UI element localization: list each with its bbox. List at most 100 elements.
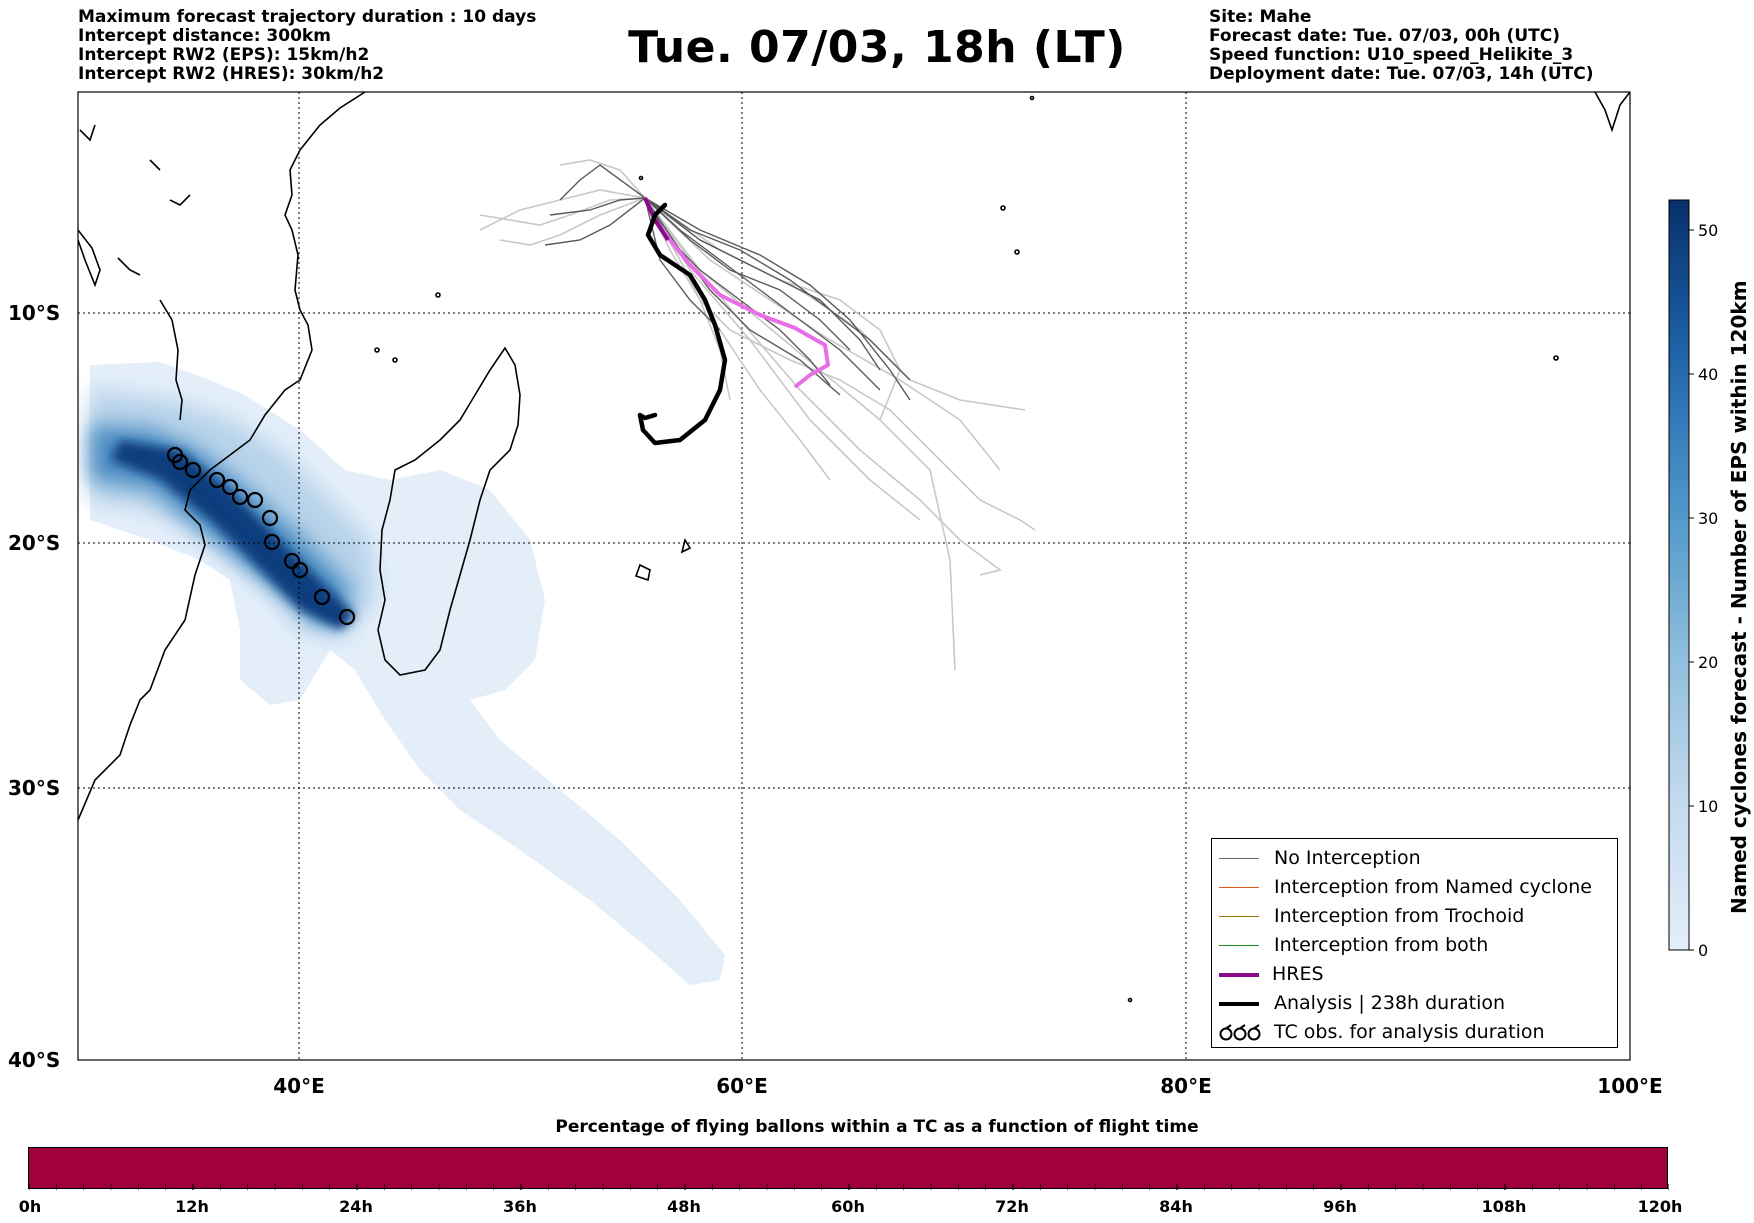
info-intercept-eps: Intercept RW2 (EPS): 15km/h2 (78, 45, 370, 65)
eps-trajectory (644, 197, 881, 391)
legend-swatch (1219, 945, 1259, 946)
map-legend: No Interception Interception from Named … (1211, 838, 1618, 1048)
tc-obs-marker (171, 453, 189, 471)
legend-swatch (1219, 858, 1259, 859)
eps-trajectory (644, 197, 911, 381)
colorbar-tick: 50 (1698, 221, 1718, 240)
island-seychelles (638, 175, 644, 181)
colorbar-tick: 0 (1698, 941, 1708, 960)
info-intercept-hres: Intercept RW2 (HRES): 30km/h2 (78, 64, 385, 84)
time-bar (28, 1147, 1669, 1190)
eps-trajectory (644, 197, 721, 331)
coast-fragment (78, 229, 101, 288)
info-speed-function: Speed function: U10_speed_Helikite_3 (1209, 45, 1574, 65)
coast-fragment (117, 257, 141, 276)
tc-obs-marker (208, 471, 226, 489)
time-tick-label: 12h (175, 1197, 209, 1216)
tc-obs-marker (263, 533, 281, 551)
eps-trajectories-dark (544, 164, 911, 401)
density-peak (110, 440, 355, 630)
time-tick-label: 84h (1159, 1197, 1193, 1216)
legend-item-tc-obs: TC obs. for analysis duration (1212, 1018, 1617, 1047)
eps-trajectory (644, 197, 1001, 471)
info-duration: Maximum forecast trajectory duration : 1… (78, 7, 537, 27)
eps-trajectory (499, 197, 646, 246)
legend-label: Interception from Trochoid (1274, 905, 1525, 927)
time-tick-label: 60h (831, 1197, 865, 1216)
lat-label-20S: 20°S (8, 531, 60, 555)
eps-trajectory (644, 197, 921, 521)
legend-swatch (1219, 916, 1259, 917)
legend-swatch (1219, 973, 1259, 977)
lon-label-100E: 100°E (1597, 1074, 1662, 1098)
lon-label-40E: 40°E (273, 1074, 325, 1098)
page-title: Tue. 07/03, 18h (LT) (628, 22, 1126, 73)
eps-trajectory (544, 197, 646, 246)
tc-obs-marker (246, 491, 264, 509)
eps-trajectory (479, 189, 646, 231)
tc-observations (166, 446, 356, 626)
coastline (78, 92, 1630, 1003)
info-deployment-date: Deployment date: Tue. 07/03, 14h (UTC) (1209, 64, 1594, 84)
tc-obs-marker (291, 561, 309, 579)
eps-trajectory (549, 197, 646, 216)
site-info: Site: Mahe Forecast date: Tue. 07/03, 00… (1209, 8, 1594, 84)
time-tick-label: 24h (339, 1197, 373, 1216)
island (435, 292, 441, 298)
map-grid (78, 92, 1630, 1060)
tc-obs-marker (283, 552, 301, 570)
island-reunion (634, 563, 651, 582)
legend-label: Interception from Named cyclone (1274, 876, 1592, 898)
legend-swatch (1219, 887, 1259, 888)
africa-coast (78, 92, 366, 821)
time-bar-title: Percentage of flying ballons within a TC… (555, 1117, 1199, 1137)
legend-label: TC obs. for analysis duration (1274, 1021, 1545, 1043)
lat-label-10S: 10°S (8, 301, 60, 325)
time-tick-label: 108h (1482, 1197, 1527, 1216)
legend-label: Interception from both (1274, 934, 1489, 956)
map-frame (77, 91, 1631, 1061)
time-tick-label: 0h (19, 1197, 42, 1216)
eps-trajectory (644, 197, 881, 371)
time-tick-label: 96h (1323, 1197, 1357, 1216)
hres-trajectory (643, 197, 830, 389)
madagascar-coast (377, 346, 521, 676)
eps-trajectory (644, 197, 1002, 576)
eps-trajectory (479, 197, 646, 226)
island (1553, 355, 1559, 361)
lon-label-80E: 80°E (1160, 1074, 1212, 1098)
island (374, 347, 380, 353)
eps-trajectory (644, 197, 851, 351)
analysis-trajectory (637, 202, 728, 446)
coast-fragment (1594, 92, 1630, 133)
island (1029, 95, 1035, 101)
island (1000, 205, 1006, 211)
time-tick-label: 120h (1638, 1197, 1683, 1216)
island (1127, 997, 1133, 1003)
info-intercept-distance: Intercept distance: 300km (78, 26, 331, 46)
time-tick-label: 36h (503, 1197, 537, 1216)
eps-trajectory (644, 197, 841, 396)
colorbar-tick: 20 (1698, 653, 1718, 672)
time-tick-label: 48h (667, 1197, 701, 1216)
legend-item-both: Interception from both (1212, 931, 1617, 960)
tc-obs-marker (221, 478, 239, 496)
legend-item-named-cyclone: Interception from Named cyclone (1212, 873, 1617, 902)
time-tick-label: 72h (995, 1197, 1029, 1216)
legend-item-trochoid: Interception from Trochoid (1212, 902, 1617, 931)
cyclone-icon (1219, 1024, 1261, 1041)
island (1014, 249, 1020, 255)
eps-trajectory (559, 159, 646, 199)
lat-label-30S: 30°S (8, 776, 60, 800)
colorbar-tick: 40 (1698, 365, 1718, 384)
eps-trajectory (644, 197, 1036, 531)
coast-fragment (79, 124, 191, 206)
legend-label: HRES (1272, 963, 1324, 985)
legend-item-analysis: Analysis | 238h duration (1212, 989, 1617, 1018)
eps-trajectory (644, 197, 911, 401)
tc-obs-marker (313, 588, 331, 606)
island-mauritius (680, 537, 692, 554)
colorbar-tick: 10 (1698, 797, 1718, 816)
island (392, 357, 398, 363)
